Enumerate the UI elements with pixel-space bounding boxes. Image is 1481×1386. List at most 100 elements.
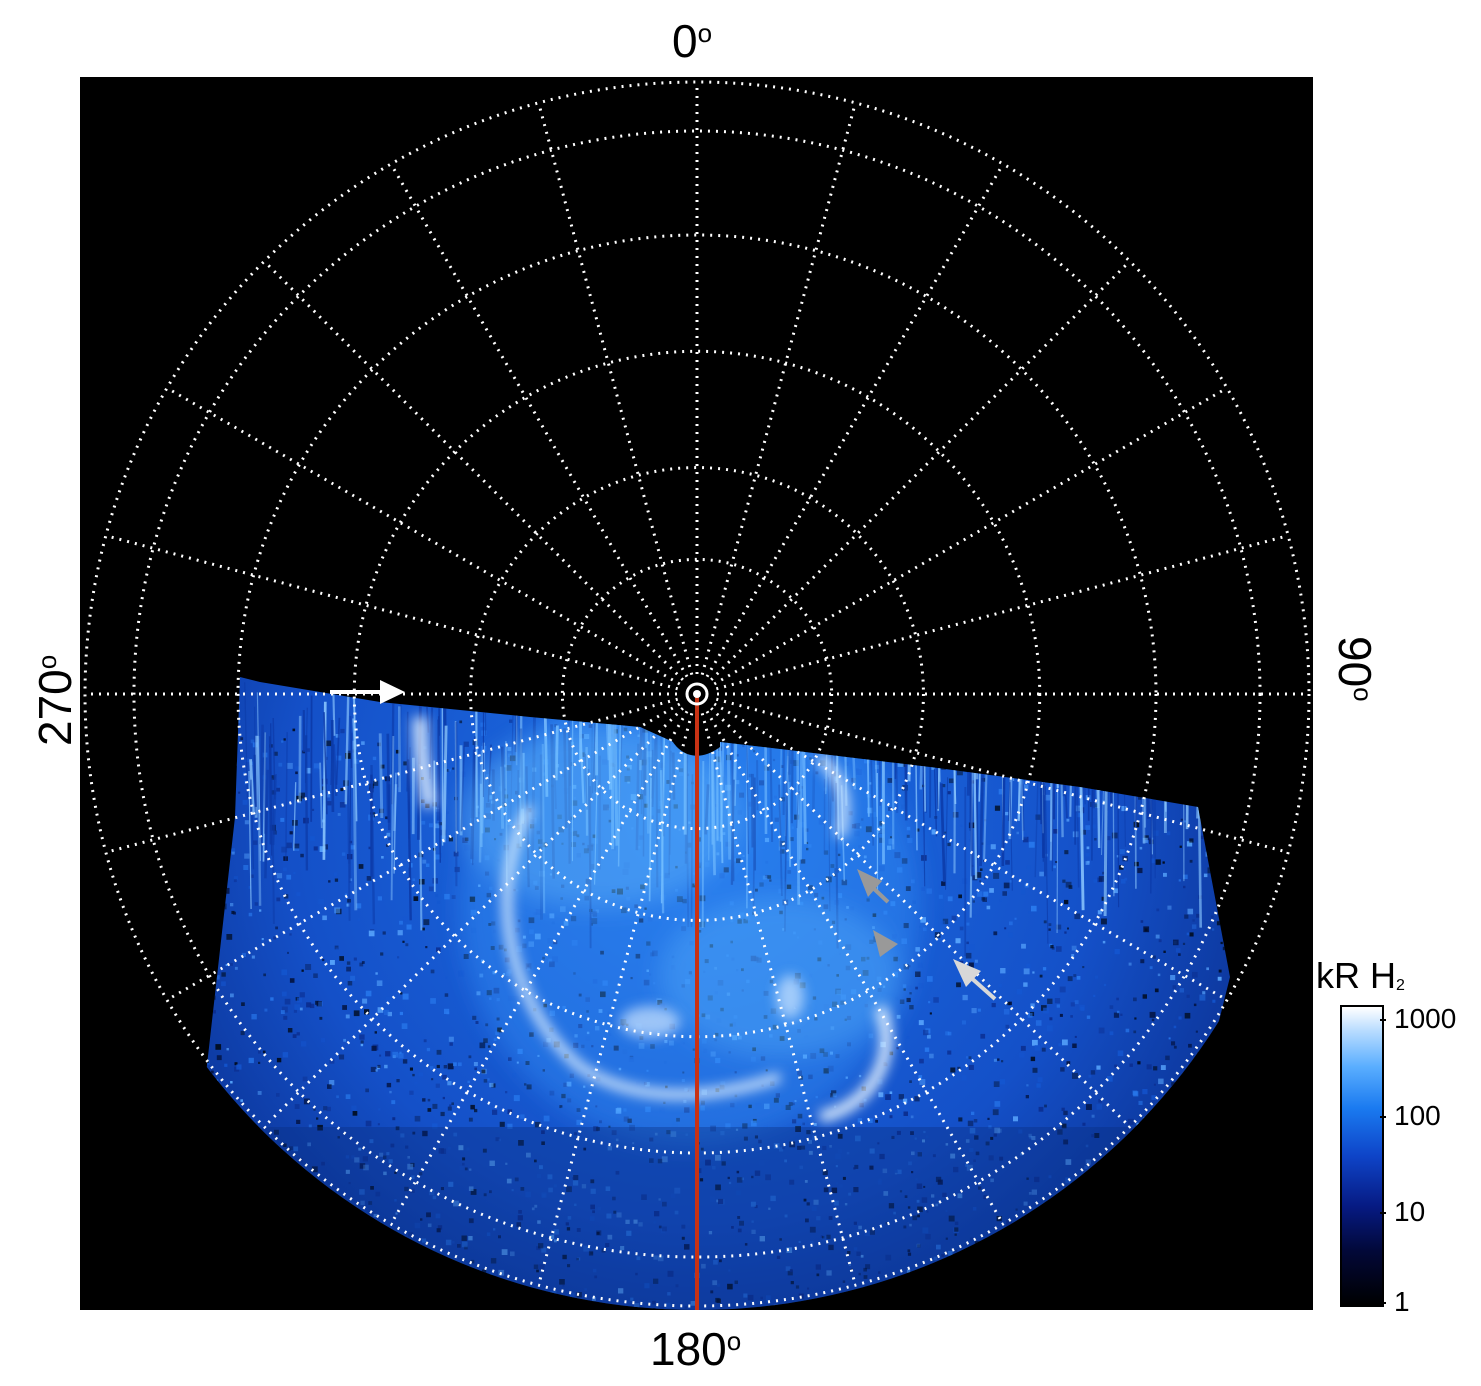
noise-pixel bbox=[1026, 865, 1031, 870]
noise-pixel bbox=[831, 1187, 838, 1194]
noise-pixel bbox=[482, 1148, 487, 1153]
noise-pixel bbox=[283, 738, 286, 741]
noise-pixel bbox=[1222, 835, 1225, 838]
noise-pixel bbox=[917, 1214, 920, 1218]
noise-pixel bbox=[1116, 1254, 1120, 1258]
noise-pixel bbox=[1152, 1180, 1156, 1184]
noise-pixel bbox=[1184, 1198, 1191, 1204]
noise-pixel bbox=[192, 1306, 195, 1309]
noise-pixel bbox=[1151, 858, 1156, 864]
noise-pixel bbox=[906, 997, 911, 1003]
noise-pixel bbox=[386, 1298, 392, 1305]
noise-pixel bbox=[345, 1155, 350, 1159]
noise-pixel bbox=[1175, 948, 1181, 953]
noise-pixel bbox=[185, 1155, 190, 1160]
streak bbox=[996, 711, 999, 753]
noise-pixel bbox=[911, 1171, 914, 1174]
noise-pixel bbox=[464, 1291, 468, 1295]
noise-pixel bbox=[1006, 1272, 1012, 1278]
noise-pixel bbox=[464, 1167, 468, 1171]
streak bbox=[1117, 748, 1120, 908]
noise-pixel bbox=[951, 915, 957, 921]
noise-pixel bbox=[906, 985, 913, 992]
streak bbox=[832, 683, 837, 767]
noise-pixel bbox=[877, 1142, 880, 1145]
noise-pixel bbox=[493, 1228, 496, 1231]
noise-pixel bbox=[1037, 1077, 1043, 1083]
noise-pixel bbox=[474, 1067, 477, 1071]
noise-pixel bbox=[620, 1246, 625, 1251]
noise-pixel bbox=[1029, 1135, 1033, 1139]
noise-pixel bbox=[390, 1143, 395, 1148]
noise-pixel bbox=[1084, 1292, 1088, 1296]
noise-pixel bbox=[1062, 767, 1066, 771]
noise-pixel bbox=[220, 903, 227, 910]
noise-pixel bbox=[1222, 864, 1228, 870]
noise-pixel bbox=[590, 1204, 595, 1210]
noise-pixel bbox=[212, 1109, 217, 1115]
noise-pixel bbox=[914, 1096, 920, 1102]
noise-pixel bbox=[999, 1156, 1004, 1161]
noise-pixel bbox=[234, 1274, 239, 1279]
noise-pixel bbox=[951, 1049, 955, 1053]
noise-pixel bbox=[1083, 1283, 1087, 1288]
noise-pixel bbox=[1196, 797, 1203, 804]
noise-pixel bbox=[1007, 1002, 1011, 1006]
noise-pixel bbox=[1093, 803, 1099, 808]
noise-pixel bbox=[1160, 1065, 1166, 1070]
noise-pixel bbox=[469, 1168, 472, 1171]
noise-pixel bbox=[1040, 1043, 1043, 1046]
noise-pixel bbox=[299, 992, 305, 998]
noise-pixel bbox=[289, 978, 295, 983]
noise-pixel bbox=[458, 1062, 462, 1067]
noise-pixel bbox=[1208, 1132, 1212, 1136]
noise-pixel bbox=[436, 1228, 441, 1233]
noise-pixel bbox=[238, 1164, 242, 1168]
noise-pixel bbox=[1183, 885, 1186, 889]
noise-pixel bbox=[518, 1140, 524, 1146]
noise-pixel bbox=[279, 1305, 285, 1310]
noise-pixel bbox=[1042, 1277, 1047, 1282]
noise-pixel bbox=[583, 1245, 590, 1252]
noise-pixel bbox=[906, 1036, 910, 1039]
noise-pixel bbox=[375, 1191, 381, 1197]
noise-pixel bbox=[313, 763, 320, 770]
noise-pixel bbox=[531, 1207, 535, 1211]
noise-pixel bbox=[881, 1298, 885, 1302]
noise-pixel bbox=[339, 956, 344, 961]
noise-pixel bbox=[1187, 1252, 1193, 1258]
noise-pixel bbox=[1214, 1269, 1220, 1274]
noise-pixel bbox=[1137, 1143, 1141, 1147]
noise-pixel bbox=[379, 808, 384, 814]
noise-pixel bbox=[1056, 946, 1062, 952]
noise-pixel bbox=[1152, 955, 1156, 959]
noise-pixel bbox=[498, 1235, 501, 1239]
noise-pixel bbox=[1121, 806, 1127, 812]
noise-pixel bbox=[431, 1078, 434, 1081]
noise-pixel bbox=[1187, 908, 1194, 915]
noise-pixel bbox=[444, 893, 450, 900]
noise-pixel bbox=[345, 1249, 351, 1256]
noise-pixel bbox=[1005, 729, 1010, 734]
noise-pixel bbox=[490, 1258, 497, 1264]
noise-pixel bbox=[1016, 831, 1019, 835]
noise-pixel bbox=[1072, 1072, 1078, 1079]
noise-pixel bbox=[1189, 859, 1193, 863]
noise-pixel bbox=[1179, 1257, 1185, 1262]
noise-pixel bbox=[999, 1079, 1006, 1085]
noise-pixel bbox=[365, 1088, 369, 1093]
noise-pixel bbox=[281, 740, 284, 743]
noise-pixel bbox=[483, 1038, 488, 1043]
noise-pixel bbox=[1143, 1117, 1149, 1123]
noise-pixel bbox=[1108, 1198, 1113, 1203]
noise-pixel bbox=[245, 758, 250, 763]
noise-pixel bbox=[1006, 724, 1009, 727]
noise-pixel bbox=[894, 752, 900, 758]
noise-pixel bbox=[462, 1241, 468, 1248]
streak bbox=[370, 764, 376, 925]
noise-pixel bbox=[1132, 1217, 1135, 1220]
noise-pixel bbox=[833, 1200, 839, 1206]
noise-pixel bbox=[230, 903, 234, 907]
noise-pixel bbox=[860, 1254, 864, 1258]
noise-pixel bbox=[1039, 974, 1043, 978]
